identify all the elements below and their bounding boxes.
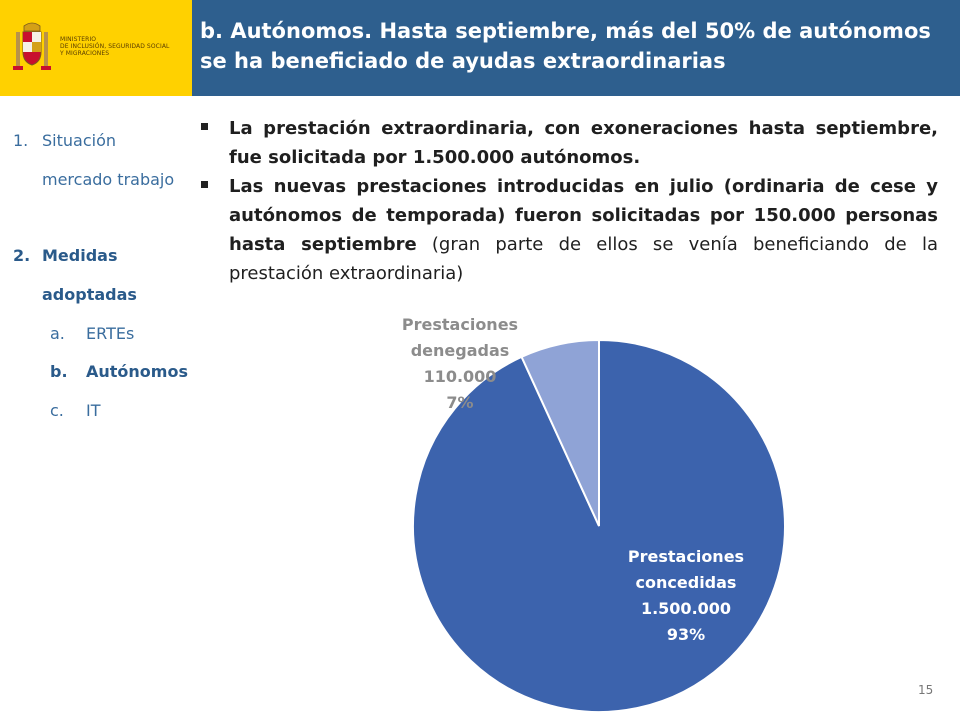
pie-data-label: 110.000 (424, 367, 497, 386)
pie-data-label: 93% (667, 625, 705, 644)
bullet-text-bold: Las nuevas prestaciones introducidas en … (229, 176, 938, 255)
nav-item-situacion-line2[interactable]: mercado trabajo (42, 170, 175, 189)
nav-letter: b. (50, 362, 68, 381)
page-number: 15 (918, 683, 934, 697)
bullet-square-icon (201, 181, 208, 188)
nav-letter: c. (50, 401, 64, 420)
sidebar-nav: 1. Situación mercado trabajo 2. Medidas … (0, 96, 192, 720)
nav-subitem-it[interactable]: IT (86, 401, 101, 420)
bullet-item: La prestación extraordinaria, con exoner… (201, 114, 938, 172)
nav-subitem-autonomos[interactable]: Autónomos (86, 362, 188, 381)
bullet-text: (gran parte de ellos se venía benefician… (229, 234, 938, 284)
pie-data-label: concedidas (636, 573, 737, 592)
nav-number: 2. (13, 246, 31, 265)
logo-area: MINISTERIO DE INCLUSIÓN, SEGURIDAD SOCIA… (0, 0, 192, 96)
nav-item-medidas-line2[interactable]: adoptadas (42, 285, 137, 304)
nav-number: 1. (13, 131, 29, 150)
nav-letter: a. (50, 324, 65, 343)
ministry-line: DE INCLUSIÓN, SEGURIDAD SOCIAL (60, 43, 170, 50)
pie-data-label: 7% (446, 393, 473, 412)
bullet-text-bold: La prestación extraordinaria, con exoner… (229, 118, 938, 168)
ministry-line: MINISTERIO (60, 36, 97, 43)
nav-item-medidas[interactable]: Medidas (42, 246, 118, 265)
pie-data-label: Prestaciones (402, 315, 518, 334)
pie-data-label: 1.500.000 (641, 599, 731, 618)
pie-data-label: Prestaciones (628, 547, 744, 566)
slide-title: b. Autónomos. Hasta septiembre, más del … (200, 19, 931, 73)
coat-of-arms-icon (13, 22, 51, 70)
pie-chart: Prestaciones concedidas 1.500.000 93% Presta… (402, 315, 786, 713)
bullet-square-icon (201, 123, 208, 130)
pie-data-label: denegadas (411, 341, 510, 360)
ministry-line: Y MIGRACIONES (60, 50, 110, 57)
title-bar: b. Autónomos. Hasta septiembre, más del … (192, 0, 960, 96)
bullet-item: Las nuevas prestaciones introducidas en … (201, 172, 938, 288)
bullet-list: La prestación extraordinaria, con exoner… (201, 114, 938, 288)
nav-item-situacion[interactable]: Situación (42, 131, 116, 150)
nav-subitem-ertes[interactable]: ERTEs (86, 324, 135, 343)
ministry-name: MINISTERIO DE INCLUSIÓN, SEGURIDAD SOCIA… (60, 36, 169, 57)
pie-slice (520, 338, 600, 527)
